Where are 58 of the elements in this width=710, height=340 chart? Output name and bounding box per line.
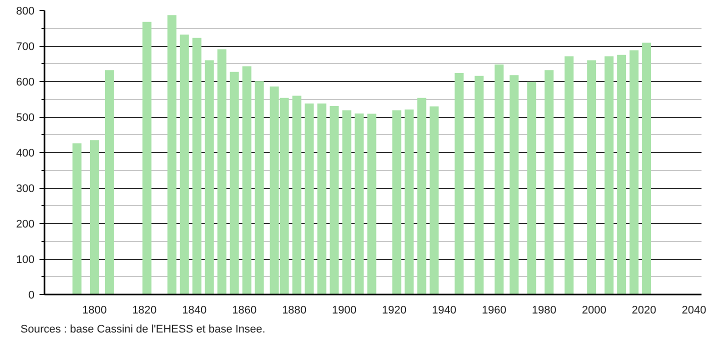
y-tick-label: 700 (16, 41, 35, 53)
source-note: Sources : base Cassini de l'EHESS et base Insee. (20, 324, 266, 336)
bar (604, 56, 614, 294)
x-tick-label: 1860 (232, 304, 257, 316)
x-tick-label: 2020 (632, 304, 656, 316)
bar (230, 72, 239, 294)
x-tick-label: 1900 (332, 304, 357, 316)
bar (90, 140, 99, 294)
bar (317, 104, 326, 294)
x-tick-label: 2040 (682, 304, 706, 316)
bar (104, 70, 114, 294)
x-tick-label: 1960 (482, 304, 506, 316)
bar (142, 22, 152, 294)
y-tick-label: 200 (16, 218, 35, 230)
bar (254, 81, 264, 294)
bar (564, 56, 574, 294)
y-tick-label: 0 (28, 290, 35, 302)
bar (342, 110, 352, 294)
bar (404, 110, 414, 294)
y-tick-label: 500 (16, 112, 35, 124)
bar (330, 106, 339, 294)
bar (292, 96, 302, 294)
x-tick-label: 1940 (432, 304, 456, 316)
x-tick-label: 1840 (182, 304, 207, 316)
y-tick-label: 600 (16, 76, 35, 88)
x-tick-label: 1800 (82, 304, 107, 316)
y-tick-label: 400 (16, 148, 35, 160)
bar (510, 75, 519, 294)
bar (180, 34, 189, 294)
bar (430, 106, 439, 294)
bar (392, 110, 402, 294)
x-tick-label: 1880 (282, 304, 307, 316)
x-tick-label: 2000 (582, 304, 606, 316)
y-tick-label: 300 (16, 183, 35, 195)
x-tick-label: 1980 (532, 304, 556, 316)
bar (204, 60, 214, 294)
bar (167, 15, 176, 294)
bar (72, 143, 82, 294)
bar (544, 70, 554, 294)
x-tick-label: 1920 (382, 304, 406, 316)
bar (527, 82, 536, 294)
bar (304, 104, 314, 294)
bar (454, 72, 464, 294)
bar (192, 38, 202, 294)
bar (242, 66, 252, 294)
bar (474, 76, 484, 294)
y-tick-label: 100 (16, 254, 35, 266)
bar (642, 42, 652, 294)
bar (630, 50, 639, 294)
bar (494, 64, 504, 294)
bar (417, 98, 426, 294)
bar (367, 114, 376, 294)
x-tick-label: 1820 (132, 304, 157, 316)
bar (617, 54, 626, 294)
bar (587, 60, 596, 294)
bar (217, 49, 226, 294)
y-tick-label: 800 (16, 6, 35, 18)
bar (354, 113, 364, 294)
